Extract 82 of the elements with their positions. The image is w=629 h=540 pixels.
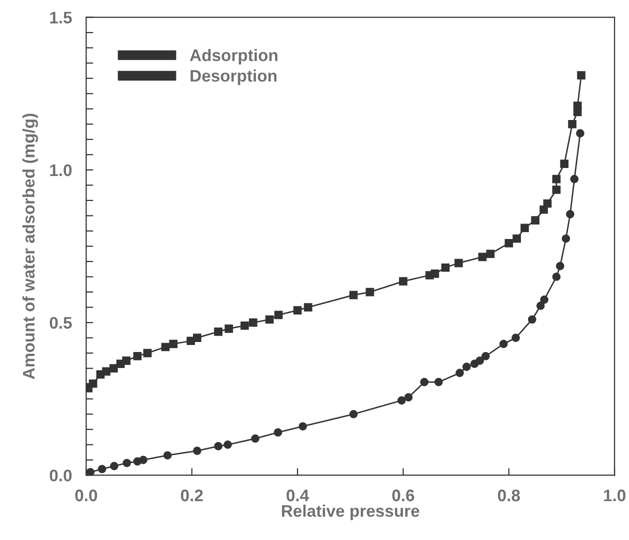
point bbox=[573, 102, 582, 110]
point bbox=[214, 442, 222, 450]
point bbox=[504, 239, 514, 248]
x-tick-label: 0.6 bbox=[392, 490, 414, 502]
point bbox=[186, 336, 195, 346]
point bbox=[478, 252, 487, 262]
point bbox=[192, 334, 202, 342]
point bbox=[566, 210, 574, 218]
point bbox=[543, 199, 552, 208]
legend-label: Adsorption bbox=[190, 48, 278, 64]
point bbox=[536, 302, 545, 310]
point bbox=[163, 451, 172, 460]
point bbox=[397, 396, 406, 405]
point bbox=[520, 224, 529, 232]
point bbox=[486, 250, 495, 258]
point bbox=[109, 364, 118, 373]
point bbox=[251, 434, 260, 443]
point bbox=[274, 310, 283, 320]
point bbox=[454, 258, 463, 268]
point bbox=[133, 352, 142, 360]
point bbox=[552, 174, 561, 184]
y-tick-label: 0.5 bbox=[50, 316, 72, 329]
point bbox=[224, 440, 232, 449]
y-axis-title: Amount of water adsorbed (mg/g) bbox=[22, 114, 38, 380]
point bbox=[366, 288, 374, 296]
point bbox=[560, 160, 569, 168]
point bbox=[430, 270, 440, 278]
point bbox=[161, 342, 170, 352]
point bbox=[499, 340, 508, 348]
x-axis-title: Relative pressure bbox=[282, 504, 420, 520]
point bbox=[570, 174, 579, 184]
point bbox=[540, 295, 548, 304]
y-tick-label: 0.0 bbox=[50, 470, 72, 482]
legend-label: Desorption bbox=[190, 69, 276, 86]
point bbox=[481, 352, 490, 360]
point bbox=[552, 272, 561, 281]
y-tick-label: 1.5 bbox=[50, 12, 72, 24]
point bbox=[441, 263, 450, 272]
point bbox=[169, 340, 178, 348]
point bbox=[298, 422, 307, 431]
x-tick-label: 0.0 bbox=[75, 490, 98, 502]
x-tick-label: 0.8 bbox=[498, 490, 520, 502]
point bbox=[110, 462, 118, 470]
point bbox=[102, 367, 110, 376]
point bbox=[552, 186, 561, 194]
point bbox=[88, 379, 98, 388]
point bbox=[576, 129, 584, 138]
point bbox=[192, 446, 202, 455]
point bbox=[404, 393, 413, 402]
point bbox=[462, 362, 471, 371]
point bbox=[577, 71, 586, 80]
point bbox=[224, 324, 233, 333]
point bbox=[265, 315, 274, 324]
point bbox=[531, 216, 540, 224]
point bbox=[214, 328, 222, 336]
point bbox=[304, 303, 312, 312]
point bbox=[274, 428, 282, 437]
point bbox=[399, 277, 408, 286]
x-tick-label: 0.4 bbox=[286, 490, 310, 502]
y-tick-label: 1.0 bbox=[50, 164, 72, 176]
point bbox=[349, 290, 358, 300]
point bbox=[420, 378, 428, 386]
point bbox=[568, 120, 576, 128]
point bbox=[512, 234, 521, 243]
point bbox=[143, 348, 152, 358]
point bbox=[122, 356, 130, 365]
point bbox=[562, 234, 570, 243]
x-tick-label: 0.2 bbox=[180, 490, 203, 502]
point bbox=[349, 410, 358, 418]
point bbox=[456, 368, 464, 378]
point bbox=[476, 356, 484, 365]
point bbox=[240, 321, 249, 330]
point bbox=[512, 334, 520, 342]
point bbox=[434, 378, 443, 386]
point bbox=[122, 458, 132, 468]
point bbox=[139, 456, 148, 464]
point bbox=[528, 315, 536, 324]
point bbox=[293, 306, 302, 315]
point bbox=[98, 464, 106, 474]
point bbox=[248, 318, 258, 327]
point bbox=[556, 262, 564, 270]
x-tick-label: 1.0 bbox=[604, 490, 626, 502]
